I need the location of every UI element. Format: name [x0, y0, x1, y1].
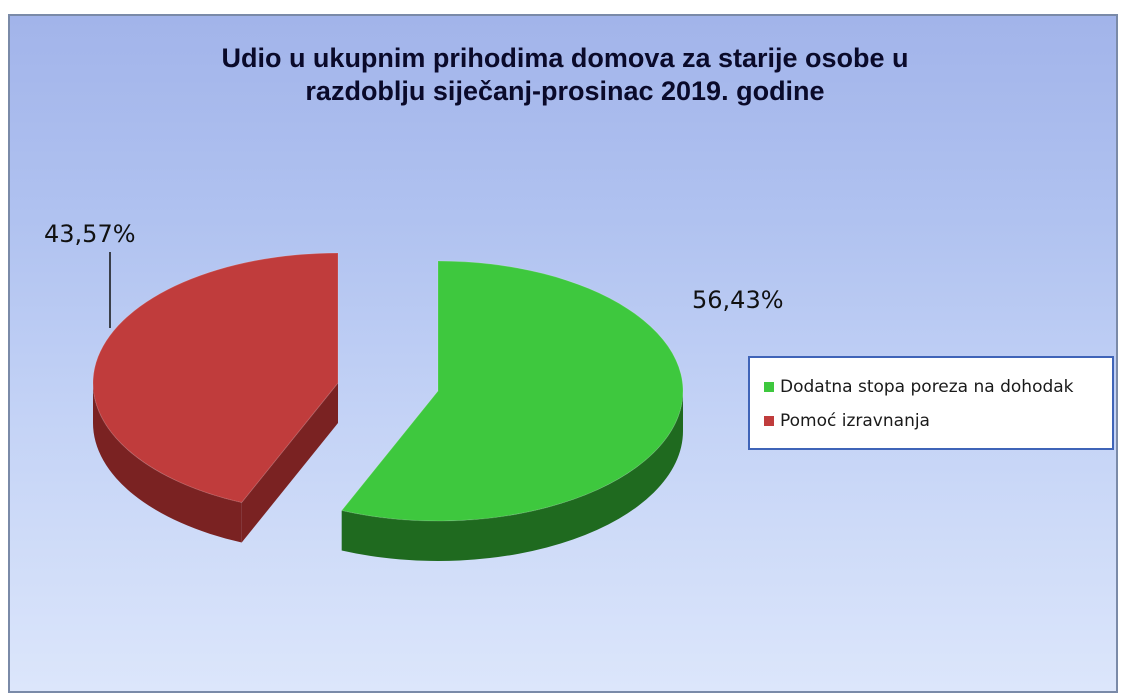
pie-slice-red-side-0 [93, 383, 242, 543]
data-label-green: 56,43% [692, 286, 784, 314]
legend-swatch-green [764, 382, 774, 392]
pie-slice-red-cut-face [241, 383, 338, 543]
pie-slice-red-top [92, 252, 339, 504]
chart-title: Udio u ukupnim prihodima domova za stari… [10, 42, 1116, 108]
chart-title-line-2: razdoblju siječanj-prosinac 2019. godine [305, 76, 825, 106]
pie-layer: 56,43% 43,57% [44, 220, 784, 561]
pie-slice-green-top [340, 260, 684, 522]
legend-item-pomoc-izravnanja: Pomoć izravnanja [764, 404, 1112, 438]
chart-title-line-1: Udio u ukupnim prihodima domova za stari… [221, 43, 909, 73]
pie-slice-green-side-0 [341, 391, 683, 561]
data-label-red: 43,57% [44, 220, 136, 248]
pie-chart: 56,43% 43,57% [44, 220, 784, 561]
legend-item-dodatna-stopa: Dodatna stopa poreza na dohodak [764, 370, 1112, 404]
legend-swatch-red [764, 416, 774, 426]
legend: Dodatna stopa poreza na dohodak Pomoć iz… [748, 356, 1114, 450]
legend-label-dodatna-stopa: Dodatna stopa poreza na dohodak [780, 377, 1074, 397]
chart-frame: Udio u ukupnim prihodima domova za stari… [8, 14, 1118, 693]
legend-label-pomoc-izravnanja: Pomoć izravnanja [780, 411, 930, 431]
